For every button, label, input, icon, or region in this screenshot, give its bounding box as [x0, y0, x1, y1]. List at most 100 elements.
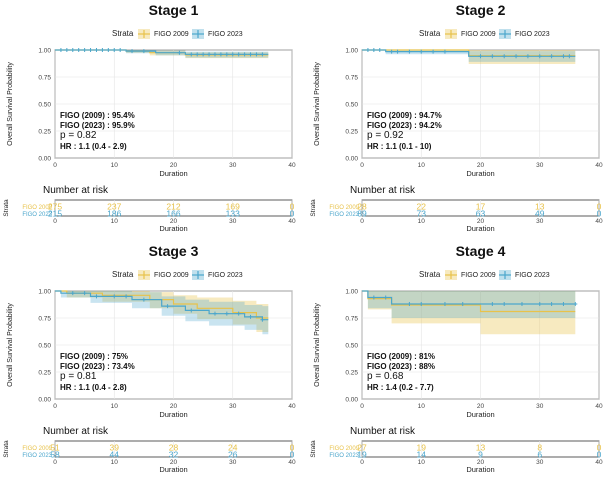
risk-x-tick-label: 0 — [360, 459, 364, 466]
legend-label: FIGO 2009 — [461, 31, 496, 38]
x-tick-label: 0 — [360, 162, 364, 169]
ci-band — [362, 50, 576, 64]
y-tick-label: 0.75 — [38, 316, 51, 323]
censor-mark — [118, 48, 123, 52]
risk-count: 51 — [50, 443, 60, 453]
censor-mark — [201, 52, 206, 57]
risk-count: 28 — [169, 443, 179, 453]
censor-mark — [70, 48, 75, 52]
censor-mark — [100, 48, 105, 52]
censor-mark — [460, 301, 465, 306]
censor-mark — [248, 314, 253, 319]
risk-x-tick-label: 20 — [170, 218, 178, 225]
risk-x-tick-label: 10 — [111, 218, 119, 225]
risk-count: 19 — [357, 450, 367, 460]
legend: Strata FIGO 2009 FIGO 2023 — [112, 270, 243, 280]
risk-count: 215 — [48, 209, 62, 219]
legend-title: Strata — [419, 29, 441, 38]
risk-row-label: FIGO 2009 — [329, 446, 359, 452]
risk-x-tick-label: 0 — [53, 459, 57, 466]
censor-mark — [549, 301, 554, 306]
risk-count: 14 — [417, 450, 427, 460]
x-axis-title: Duration — [159, 169, 187, 178]
risk-x-tick-label: 20 — [477, 459, 485, 466]
x-tick-label: 0 — [53, 162, 57, 169]
risk-count: 19 — [417, 443, 427, 453]
risk-count: 8 — [537, 443, 542, 453]
stat-annotation: HR : 1.1 (0.4 - 2.9) — [60, 142, 127, 151]
x-tick-label: 10 — [111, 162, 119, 169]
legend-label: FIGO 2009 — [154, 272, 189, 279]
risk-x-tick-label: 20 — [477, 218, 485, 225]
censor-mark — [58, 48, 63, 52]
stat-annotation: HR : 1.4 (0.2 - 7.7) — [367, 383, 434, 392]
censor-mark — [519, 301, 524, 306]
censor-mark — [383, 295, 388, 300]
legend-key — [445, 270, 457, 280]
y-tick-label: 1.00 — [345, 289, 358, 296]
censor-mark — [525, 54, 530, 59]
legend-key — [499, 270, 511, 280]
x-axis-title: Duration — [159, 410, 187, 419]
censor-mark — [365, 48, 370, 52]
risk-count: 0 — [290, 450, 295, 460]
risk-y-title: Strata — [310, 199, 317, 217]
risk-count: 22 — [417, 202, 427, 212]
chart-title: Stage 2 — [456, 2, 506, 18]
risk-count: 6 — [537, 450, 542, 460]
legend-key — [138, 29, 150, 39]
censor-mark — [141, 49, 146, 54]
y-tick-label: 1.00 — [38, 48, 51, 55]
legend: Strata FIGO 2009 FIGO 2023 — [112, 29, 243, 39]
panel-stage-2: Stage 2 Strata FIGO 2009 FIGO 2023 0.00 0.25 0… — [307, 0, 613, 240]
censor-mark — [442, 301, 447, 306]
risk-count: 0 — [597, 443, 602, 453]
y-axis-title: Overall Survival Probability — [7, 62, 14, 146]
x-axis-title: Duration — [466, 169, 494, 178]
stat-annotation: FIGO (2023) : 73.4% — [60, 362, 135, 371]
risk-count: 186 — [107, 209, 121, 219]
y-tick-label: 0.50 — [38, 102, 51, 109]
risk-count: 89 — [357, 209, 367, 219]
stat-annotation: FIGO (2009) : 95.4% — [60, 111, 135, 120]
censor-mark — [236, 311, 241, 316]
censor-mark — [573, 301, 578, 306]
ci-band — [362, 50, 576, 62]
censor-mark — [94, 48, 99, 52]
y-tick-label: 0.75 — [38, 75, 51, 82]
risk-row-label: FIGO 2009 — [22, 446, 52, 452]
x-tick-label: 40 — [595, 403, 603, 410]
censor-mark — [224, 52, 229, 57]
panel-stage-1: Stage 1 Strata FIGO 2009 FIGO 2023 0.00 0.25 0… — [0, 0, 306, 240]
censor-mark — [490, 54, 495, 59]
x-tick-label: 20 — [477, 162, 485, 169]
censor-mark — [141, 297, 146, 302]
censor-mark — [502, 301, 507, 306]
censor-mark — [230, 52, 235, 57]
censor-mark — [236, 52, 241, 57]
y-tick-label: 1.00 — [345, 48, 358, 55]
censor-mark — [407, 49, 412, 54]
risk-x-tick-label: 0 — [360, 218, 364, 225]
censor-mark — [130, 49, 135, 54]
risk-table-title: Number at risk — [350, 426, 416, 437]
y-tick-label: 0.25 — [345, 370, 358, 377]
censor-mark — [419, 49, 424, 54]
x-tick-label: 0 — [53, 403, 57, 410]
risk-x-tick-label: 30 — [229, 459, 237, 466]
censor-mark — [70, 291, 75, 296]
risk-count: 13 — [535, 202, 545, 212]
risk-row-label: FIGO 2023 — [22, 453, 52, 459]
legend: Strata FIGO 2009 FIGO 2023 — [419, 29, 550, 39]
censor-mark — [106, 48, 111, 52]
risk-x-tick-label: 0 — [53, 218, 57, 225]
risk-count: 169 — [226, 202, 240, 212]
censor-mark — [514, 54, 519, 59]
legend-key — [499, 29, 511, 39]
risk-row-label: FIGO 2023 — [329, 453, 359, 459]
censor-mark — [549, 54, 554, 59]
x-tick-label: 20 — [477, 403, 485, 410]
risk-row-label: FIGO 2009 — [329, 205, 359, 211]
censor-mark — [377, 48, 382, 52]
censor-mark — [537, 54, 542, 59]
